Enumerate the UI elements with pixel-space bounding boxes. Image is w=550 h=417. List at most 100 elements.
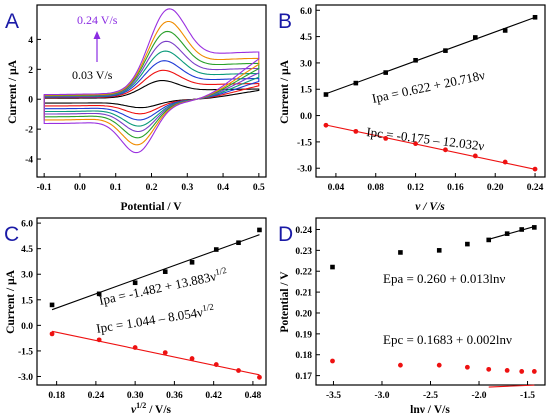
panel-b-x-tick-label: 0.16 — [447, 183, 464, 193]
panel-b-point-anodic — [443, 48, 448, 53]
panel-d-point-cathodic — [464, 364, 470, 370]
panel-d-y-ticks: 0.17 0.18 0.19 0.20 0.21 0.22 0.23 0.24 — [295, 226, 320, 382]
panel-b-point-cathodic — [353, 128, 359, 134]
panel-c-fit-line-anodic — [51, 234, 260, 311]
panel-c-y-tick-label: -3.0 — [18, 373, 33, 383]
cv-curve-0.18 — [43, 30, 260, 139]
cv-curve-0.24 — [43, 8, 260, 154]
panel-b-x-ticks: 0.04 0.08 0.12 0.16 0.20 0.24 — [328, 173, 544, 193]
panel-c-point-cathodic — [189, 356, 195, 361]
panel-c-point-cathodic — [96, 337, 102, 343]
panel-c-equation-ipa-main: Ipa = -1.482 + 13.883ν — [98, 268, 218, 308]
panel-c-x-axis-label: v1/2 / V/s — [131, 401, 172, 416]
panel-a-x-axis-label: Potential / V — [120, 201, 182, 213]
panel-b-y-tick-label: -3.0 — [297, 165, 312, 175]
panel-a-y-tick-label: -4 — [25, 156, 33, 166]
panel-d-point-cathodic — [519, 369, 525, 374]
panel-a-x-tick-label: 0.5 — [253, 183, 265, 193]
panel-b-y-tick-label: 4.5 — [300, 33, 312, 43]
panel-a-y-tick-label: -2 — [25, 126, 33, 136]
panel-d-point-cathodic — [504, 367, 510, 373]
panel-b-point-anodic — [502, 28, 508, 33]
panel-b-fit-line-cathodic — [325, 124, 536, 170]
panel-c-equation-ipc: Ipc = 1.044 – 8.054ν1/2 — [95, 301, 215, 335]
panel-c-plot — [49, 227, 262, 380]
panel-a-y-tick-label: 4 — [28, 36, 33, 46]
panel-c-point-anodic — [236, 240, 241, 246]
panel-c-equation-ipc-sup: 1/2 — [201, 301, 214, 313]
panel-a-y-axis-label: Current / μA — [7, 59, 19, 123]
panel-d-point-anodic — [519, 227, 525, 232]
panel-c-point-anodic — [257, 227, 262, 233]
panel-d-y-tick-label: 0.19 — [295, 330, 312, 340]
panel-d-x-tick-label: -3.0 — [374, 391, 389, 401]
panel-d-point-anodic — [532, 225, 537, 230]
panel-d-x-tick-label: -3.5 — [326, 391, 341, 401]
panel-b-y-tick-label: 0.0 — [300, 112, 312, 122]
panel-b-point-anodic — [353, 80, 359, 86]
panel-c-point-anodic — [49, 302, 55, 308]
panel-c-y-tick-label: 0.0 — [21, 322, 33, 332]
panel-c-point-cathodic — [162, 350, 168, 356]
panel-c-equation-ipa-sup: 1/2 — [214, 265, 227, 277]
panel-a-x-tick-label: 0.2 — [146, 183, 158, 193]
panel-d: D -3.5 -3.0 -2.5 -2.0 -1.5 0.170.180.190.200… — [278, 217, 546, 416]
panel-d-point-anodic — [330, 264, 335, 270]
panel-a: A -0.1 0.0 0.1 0.2 0.3 0.4 0.5 -4 -2 0 2 4 Potenti… — [5, 4, 267, 213]
panel-d-x-tick-label: -2.5 — [423, 391, 438, 401]
panel-b-point-anodic — [532, 14, 538, 20]
panel-c-point-anodic — [162, 269, 168, 274]
panel-b-fit-line-anodic — [325, 16, 536, 95]
panel-c-y-tick-label: 4.5 — [21, 245, 33, 255]
panel-c-x-tick-label: 0.18 — [48, 391, 65, 401]
panel-d-y-tick-label: 0.20 — [295, 309, 312, 319]
panel-d-plot — [330, 225, 537, 388]
panel-d-point-anodic — [398, 250, 403, 255]
cv-curve-0.03 — [43, 79, 260, 109]
panel-c-point-anodic — [132, 280, 138, 286]
cv-curve-0.12 — [43, 50, 260, 127]
panel-c-point-cathodic — [213, 362, 219, 367]
panel-b-point-anodic — [323, 92, 329, 97]
panel-b-x-tick-label: 0.04 — [328, 183, 345, 193]
panel-d-point-cathodic — [398, 362, 403, 368]
panel-b-point-cathodic — [443, 147, 448, 153]
panel-a-annotation-bottom: 0.03 V/s — [72, 68, 113, 82]
panel-b-point-anodic — [413, 57, 418, 63]
panel-a-x-tick-label: 0.1 — [110, 183, 122, 193]
cv-curve-0.06 — [43, 69, 260, 115]
panel-c-x-tick-label: 0.30 — [127, 391, 144, 401]
cv-curve-0.09 — [43, 60, 260, 121]
panel-a-frame — [36, 4, 267, 178]
panel-d-x-tick-label: -1.5 — [520, 391, 535, 401]
panel-c-x-tick-label: 0.48 — [245, 391, 262, 401]
panel-b-y-ticks: -3.0 -1.5 0.0 1.5 3.0 4.5 6.0 — [297, 7, 320, 175]
panel-d-fit-line-anodic — [488, 226, 535, 240]
panel-c-x-ticks: 0.18 0.24 0.30 0.36 0.42 0.48 — [48, 381, 261, 401]
panel-b-x-tick-label: 0.20 — [487, 183, 504, 193]
panel-a-x-tick-label: 0.4 — [217, 183, 229, 193]
panel-a-y-tick-label: 0 — [28, 96, 33, 106]
panel-d-label: D — [278, 223, 293, 246]
panel-d-equation-epa: Epa = 0.260 + 0.013lnν — [383, 271, 505, 286]
panel-d-point-anodic — [486, 237, 492, 243]
panel-c-y-ticks: -3.0 -1.5 0.0 1.5 3.0 4.5 6.0 — [18, 220, 41, 383]
panel-b-x-axis-label: v / V/s — [415, 201, 445, 213]
panel-c-x-tick-label: 0.42 — [205, 391, 222, 401]
panel-d-y-tick-label: 0.21 — [295, 289, 312, 299]
cv-curve-0.15 — [43, 40, 260, 133]
panel-b-point-cathodic — [413, 141, 418, 147]
panel-b-y-tick-label: 6.0 — [300, 7, 312, 17]
panel-b-y-tick-label: -1.5 — [297, 138, 312, 148]
panel-b: B 0.04 0.08 0.12 0.16 0.20 0.24 -3.0 -1.5 0.0 1.… — [278, 4, 546, 213]
panel-c-point-anodic — [213, 247, 219, 252]
panel-a-x-ticks: -0.1 0.0 0.1 0.2 0.3 0.4 0.5 — [37, 173, 265, 193]
panel-b-point-anodic — [473, 35, 478, 40]
panel-d-y-axis-label: Potential / V — [279, 271, 291, 333]
panel-b-plot — [323, 14, 538, 172]
panel-b-point-anodic — [383, 70, 388, 75]
panel-d-point-cathodic — [531, 369, 537, 374]
panel-a-y-tick-label: 2 — [28, 66, 33, 76]
panel-d-y-tick-label: 0.17 — [295, 372, 312, 382]
